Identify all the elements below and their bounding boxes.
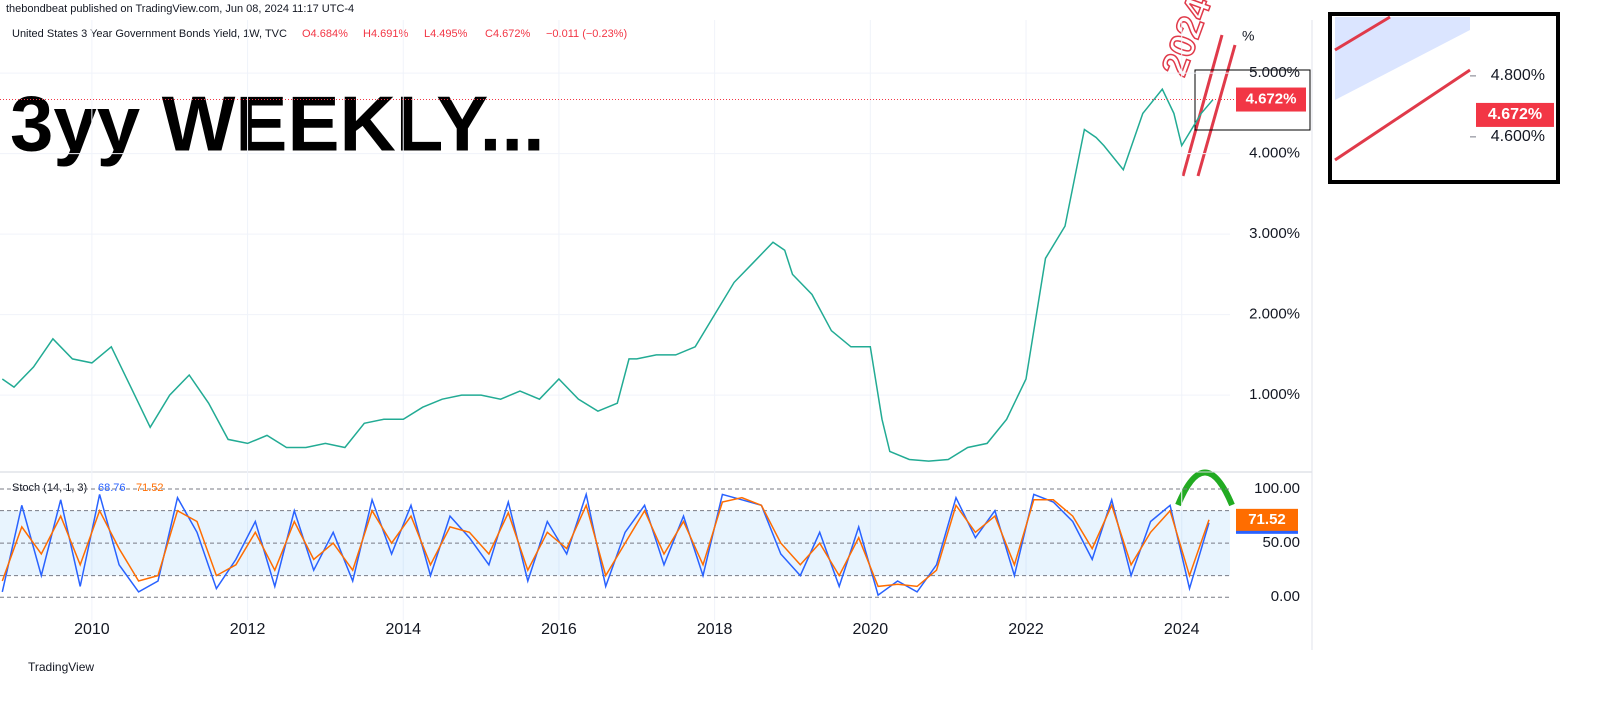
footer: TradingView [28, 660, 94, 674]
channel [1335, 17, 1470, 100]
ohlc-value: L4.495% [424, 28, 468, 40]
trend-line [1334, 15, 1391, 52]
stoch-line [1, 496, 1210, 588]
price-tag [1236, 87, 1306, 112]
unit: % [1242, 28, 1254, 44]
price-line [1, 87, 1214, 462]
inset-tick-label: 4.600% [1491, 128, 1545, 145]
stoch-legend: Stoch (14, 1, 3) [12, 482, 87, 494]
y-tick-label: 4.000% [1249, 145, 1300, 162]
x-tick-label: 2020 [853, 621, 889, 638]
last-tag [1236, 508, 1298, 531]
x-tick-label: 2016 [541, 621, 577, 638]
arc [1175, 469, 1235, 507]
y-tick-label: 1.000% [1249, 386, 1300, 403]
ohlc-value: H4.691% [363, 28, 408, 40]
y-tick-label: 0.00 [1271, 588, 1300, 605]
x-tick-label: 2024 [1164, 621, 1200, 638]
price-tag-label: 4.672% [1246, 91, 1297, 108]
ohlc-value: C4.672% [485, 28, 530, 40]
y-tick-label: 3.000% [1249, 225, 1300, 242]
ohlc-value: −0.011 (−0.23%) [546, 28, 627, 40]
stoch-line [1, 491, 1210, 597]
x-tick-label: 2014 [385, 621, 421, 638]
inset-price-tag [1476, 102, 1554, 127]
x-tick-label: 2012 [230, 621, 266, 638]
inset-tick-label: 4.800% [1491, 67, 1545, 84]
header: thebondbeat published on TradingView.com… [6, 3, 354, 15]
inset: 4.800% 4.600% 4.672% [1328, 12, 1560, 184]
x-tick-label: 2018 [697, 621, 733, 638]
inset-price-label: 4.672% [1488, 106, 1542, 123]
last-tag-label: 71.52 [1248, 511, 1286, 528]
y-tick-label: 2.000% [1249, 306, 1300, 323]
trend-line [1196, 44, 1237, 177]
legend-value: 68.76 [98, 482, 126, 494]
y-tick-label: 5.000% [1249, 64, 1300, 81]
ohlc-value: O4.684% [302, 28, 348, 40]
x-tick-label: 2010 [74, 621, 110, 638]
legend-value: 71.52 [136, 482, 164, 494]
trend-line [1334, 68, 1471, 162]
x-tick-label: 2022 [1008, 621, 1044, 638]
y-tick-label: 50.00 [1262, 534, 1300, 551]
y-tick-label: 100.00 [1254, 480, 1300, 497]
headline: 3yy WEEKLY... [10, 80, 545, 168]
legend: United States 3 Year Government Bonds Yi… [12, 28, 287, 40]
trend-line [1181, 34, 1224, 177]
